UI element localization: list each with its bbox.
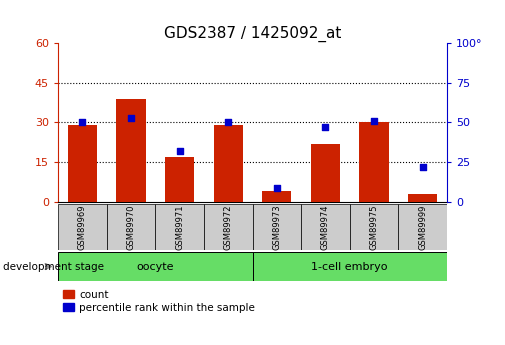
Text: GSM89971: GSM89971 <box>175 204 184 249</box>
Bar <box>301 204 350 250</box>
Text: GSM89999: GSM89999 <box>418 204 427 249</box>
Bar <box>165 157 194 202</box>
Text: oocyte: oocyte <box>136 262 174 272</box>
Bar <box>107 204 156 250</box>
Text: GSM89974: GSM89974 <box>321 204 330 249</box>
Point <box>321 125 329 130</box>
Bar <box>68 125 97 202</box>
Point <box>273 185 281 190</box>
Text: GSM89969: GSM89969 <box>78 204 87 249</box>
Text: GSM89973: GSM89973 <box>272 204 281 250</box>
Bar <box>350 204 398 250</box>
Point <box>176 148 184 154</box>
Point <box>419 164 427 170</box>
Text: GSM89972: GSM89972 <box>224 204 233 249</box>
Bar <box>214 125 243 202</box>
Text: development stage: development stage <box>3 262 104 272</box>
Title: GDS2387 / 1425092_at: GDS2387 / 1425092_at <box>164 26 341 42</box>
Bar <box>262 191 291 202</box>
Point <box>127 115 135 120</box>
Bar <box>252 204 301 250</box>
Text: 1-cell embryo: 1-cell embryo <box>312 262 388 272</box>
Bar <box>252 252 447 281</box>
Text: GSM89975: GSM89975 <box>370 204 379 249</box>
Bar <box>58 252 252 281</box>
Bar <box>156 204 204 250</box>
Legend: count, percentile rank within the sample: count, percentile rank within the sample <box>63 290 255 313</box>
Bar <box>116 99 145 202</box>
Bar <box>58 204 107 250</box>
Bar <box>398 204 447 250</box>
Bar <box>360 122 389 202</box>
Bar <box>408 194 437 202</box>
Point <box>78 120 86 125</box>
Bar <box>311 144 340 202</box>
Text: GSM89970: GSM89970 <box>126 204 135 249</box>
Point <box>370 118 378 124</box>
Point <box>224 120 232 125</box>
Bar <box>204 204 252 250</box>
